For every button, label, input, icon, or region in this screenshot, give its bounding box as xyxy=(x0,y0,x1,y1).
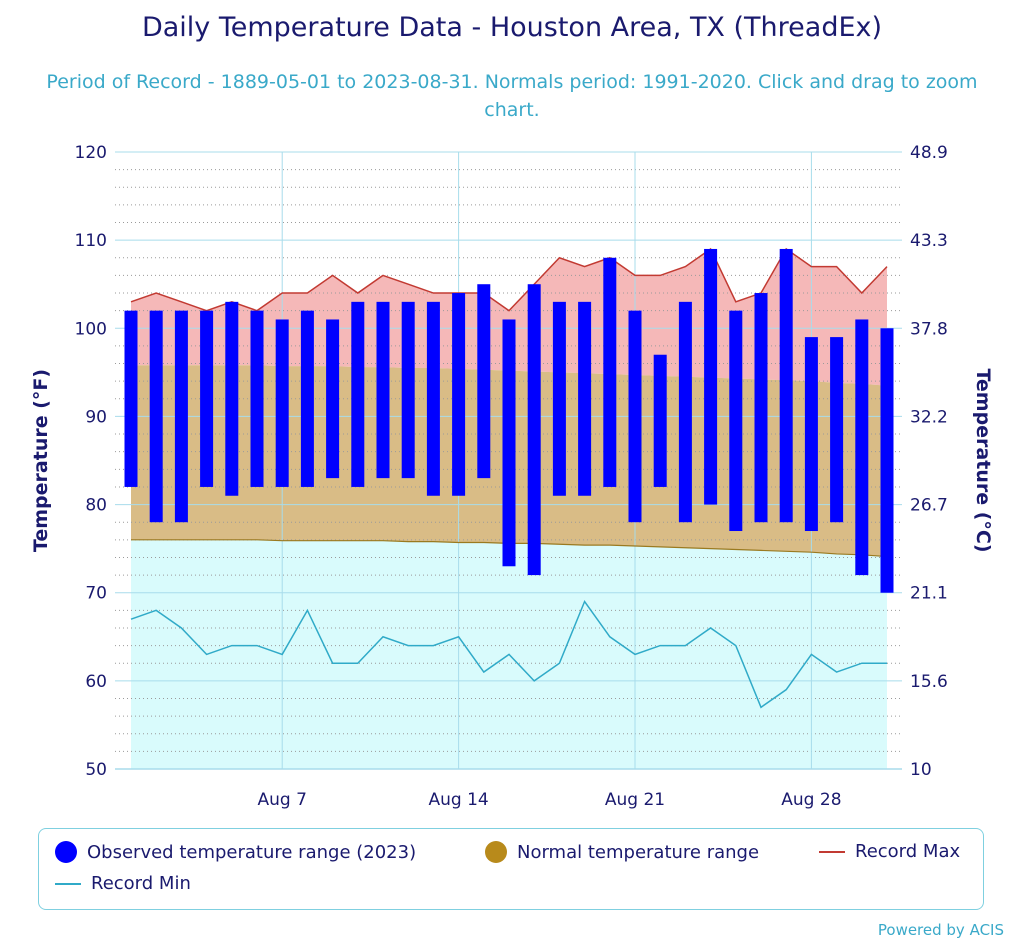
observed-bar[interactable] xyxy=(628,310,642,523)
y-right-tick-label: 21.1 xyxy=(910,584,948,604)
legend-observed-dot-icon xyxy=(55,841,77,863)
legend-record-min-line-icon xyxy=(55,882,81,885)
y-left-tick-label: 50 xyxy=(85,760,107,780)
observed-bar[interactable] xyxy=(200,310,214,487)
observed-bar[interactable] xyxy=(376,301,390,479)
y-left-tick-label: 90 xyxy=(85,407,107,427)
observed-bar[interactable] xyxy=(326,319,340,479)
legend-item-record-min[interactable]: Record Min xyxy=(55,873,191,894)
y-left-tick-label: 80 xyxy=(85,496,107,516)
y-right-tick-label: 26.7 xyxy=(910,496,948,516)
y-right-tick-label: 32.2 xyxy=(910,407,948,427)
legend-record-max-label: Record Max xyxy=(855,841,961,862)
observed-bar[interactable] xyxy=(754,293,768,523)
observed-bar[interactable] xyxy=(578,301,592,496)
powered-by-acis-link[interactable]: Powered by ACIS xyxy=(877,921,1004,939)
x-tick-label: Aug 21 xyxy=(605,790,665,810)
observed-bar[interactable] xyxy=(704,248,718,505)
observed-bar[interactable] xyxy=(225,301,239,496)
observed-bar[interactable] xyxy=(552,301,566,496)
observed-bars xyxy=(124,248,894,593)
legend-item-normal[interactable]: Normal temperature range xyxy=(485,841,759,863)
x-tick-label: Aug 28 xyxy=(781,790,841,810)
y-axis-title-right: Temperature (°C) xyxy=(972,368,994,552)
observed-bar[interactable] xyxy=(678,301,692,523)
observed-bar[interactable] xyxy=(527,284,541,576)
chart-subtitle: Period of Record - 1889-05-01 to 2023-08… xyxy=(46,71,978,121)
observed-bar[interactable] xyxy=(477,284,491,479)
y-left-tick-label: 60 xyxy=(85,672,107,692)
axes: 120 110 100 90 80 70 60 50 48.9 43.3 37.8 32.2 26.7 2… xyxy=(30,143,994,810)
legend: Observed temperature range (2023) Normal… xyxy=(38,828,984,910)
observed-bar[interactable] xyxy=(300,310,314,487)
record-max-fill xyxy=(131,248,887,386)
chart-title: Daily Temperature Data - Houston Area, T… xyxy=(141,12,883,43)
legend-item-record-max[interactable]: Record Max xyxy=(819,841,960,862)
observed-bar[interactable] xyxy=(729,310,743,532)
observed-bar[interactable] xyxy=(174,310,188,523)
observed-bar[interactable] xyxy=(855,319,869,576)
legend-record-max-line-icon xyxy=(819,850,845,853)
observed-bar[interactable] xyxy=(653,354,667,487)
below-record-min-fill xyxy=(131,601,887,769)
observed-bar[interactable] xyxy=(351,301,365,487)
chart-canvas[interactable]: 120 110 100 90 80 70 60 50 48.9 43.3 37.8 32.2 26.7 2… xyxy=(0,0,1024,820)
record-min-fill xyxy=(131,539,887,708)
x-tick-label: Aug 7 xyxy=(257,790,306,810)
y-right-tick-label: 48.9 xyxy=(910,143,948,163)
observed-bar[interactable] xyxy=(275,319,289,487)
area-fills xyxy=(131,248,887,769)
y-axis-title-left: Temperature (°F) xyxy=(30,369,52,552)
legend-record-min-label: Record Min xyxy=(91,873,191,894)
y-right-tick-label: 43.3 xyxy=(910,231,948,251)
observed-bar[interactable] xyxy=(149,310,163,523)
observed-bar[interactable] xyxy=(779,248,793,523)
y-right-tick-label: 37.8 xyxy=(910,319,948,339)
observed-bar[interactable] xyxy=(502,319,516,567)
legend-normal-dot-icon xyxy=(485,841,507,863)
y-left-tick-label: 100 xyxy=(75,319,107,339)
y-right-tick-label: 10 xyxy=(910,760,932,780)
y-left-tick-label: 120 xyxy=(75,143,107,163)
observed-bar[interactable] xyxy=(880,328,894,593)
x-tick-label: Aug 14 xyxy=(428,790,488,810)
observed-bar[interactable] xyxy=(401,301,415,479)
observed-bar[interactable] xyxy=(830,337,844,523)
y-right-tick-label: 15.6 xyxy=(910,672,948,692)
observed-bar[interactable] xyxy=(426,301,440,496)
legend-item-observed[interactable]: Observed temperature range (2023) xyxy=(55,841,416,863)
observed-bar[interactable] xyxy=(804,337,818,532)
record-min-line xyxy=(130,599,887,709)
legend-normal-label: Normal temperature range xyxy=(517,841,760,863)
observed-bar[interactable] xyxy=(124,310,138,487)
y-left-tick-label: 70 xyxy=(85,584,107,604)
observed-bar[interactable] xyxy=(603,257,617,487)
observed-bar[interactable] xyxy=(250,310,264,487)
y-left-tick-label: 110 xyxy=(75,231,107,251)
legend-observed-label: Observed temperature range (2023) xyxy=(87,841,417,863)
observed-bar[interactable] xyxy=(452,293,466,496)
